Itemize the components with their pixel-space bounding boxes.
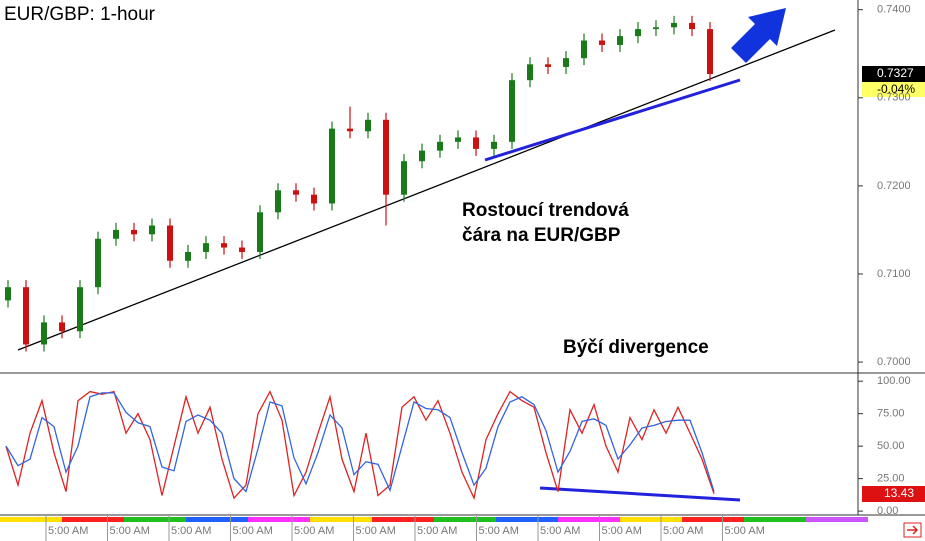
candle-body [23,287,29,345]
annotation: Býčí divergence [563,337,709,358]
strip-segment [620,517,682,522]
strip-segment [248,517,310,522]
x-tick-label: 5:00 AM [602,525,642,537]
osc-tag [862,486,925,502]
candle-body [185,251,191,261]
price-tag-label: 0.7327 [877,66,914,80]
strip-segment [186,517,248,522]
y-tick-label: 0.7200 [877,180,911,192]
x-tick-label: 5:00 AM [540,525,580,537]
candle-body [545,64,551,67]
candle-body [455,137,461,142]
strip-segment [434,517,496,522]
candle-body [167,225,173,261]
candle-body [257,212,263,252]
session-strip [0,517,868,522]
candle-body [581,40,587,59]
strip-segment [496,517,558,522]
candle-body [5,287,11,301]
scroll-icon [907,525,919,535]
strip-segment [744,517,806,522]
y2-tick-label: 25.00 [877,473,905,485]
y-tick-label: 0.7100 [877,268,911,280]
y-tick-label: 0.7300 [877,92,911,104]
strip-segment [558,517,620,522]
chart-title: EUR/GBP: 1-hour [4,4,156,25]
y-tick-label: 0.7400 [877,4,911,16]
candle-body [113,229,119,239]
x-tick-label: 5:00 AM [110,525,150,537]
candle-body [473,137,479,149]
candle-body [419,150,425,162]
strip-segment [806,517,868,522]
strip-segment [62,517,124,522]
candle-body [671,22,677,28]
x-tick-label: 5:00 AM [171,525,211,537]
trend-line [17,29,836,351]
candle-body [617,36,623,45]
trend-line [484,78,741,162]
y-tick-label: 0.7000 [877,356,911,368]
candle-body [689,22,695,30]
x-tick-label: 5:00 AM [233,525,273,537]
candle-body [563,58,569,67]
divergence-line [539,486,741,502]
oscillator-line [5,390,715,501]
candle-body [95,238,101,288]
candle-body [383,119,389,195]
candle-body [149,225,155,235]
candle-body [131,229,137,235]
candle-body [437,141,443,151]
annotation: Rostoucí trendová [462,200,629,221]
candle-body [491,141,497,149]
x-tick-label: 5:00 AM [417,525,457,537]
oscillator-line [5,392,715,493]
strip-segment [682,517,744,522]
candle-body [329,128,335,204]
scroll-button[interactable] [903,522,922,538]
candle-body [77,287,83,332]
x-tick-label: 5:00 AM [356,525,396,537]
y2-tick-label: 50.00 [877,440,905,452]
strip-segment [124,517,186,522]
x-tick-label: 5:00 AM [725,525,765,537]
candle-body [239,247,245,252]
candle-body [59,322,65,332]
candle-body [527,64,533,81]
osc-tag-label: 13.43 [884,486,914,500]
strip-segment [0,517,62,522]
x-tick-label: 5:00 AM [48,525,88,537]
x-tick-label: 5:00 AM [663,525,703,537]
candle-body [401,161,407,195]
change-tag-label: -0.04% [877,82,915,96]
strip-segment [310,517,372,522]
candle-body [635,29,641,37]
candle-body [221,243,227,248]
candle-body [347,128,353,132]
candle-body [311,194,317,204]
x-tick-label: 5:00 AM [294,525,334,537]
price-tag [862,66,925,82]
y2-tick-label: 0.00 [877,505,898,517]
candle-body [653,27,659,30]
candle-body [509,80,515,142]
candle-body [293,190,299,195]
candle-body [275,190,281,213]
candle-body [365,119,371,132]
y2-tick-label: 100.00 [877,375,911,387]
x-tick-label: 5:00 AM [479,525,519,537]
arrow [731,8,786,63]
change-tag [862,82,925,97]
candle-body [707,29,713,75]
candle-body [599,40,605,45]
strip-segment [372,517,434,522]
annotation: čára na EUR/GBP [462,225,621,246]
y2-tick-label: 75.00 [877,408,905,420]
candle-body [203,243,209,252]
candle-body [41,322,47,345]
